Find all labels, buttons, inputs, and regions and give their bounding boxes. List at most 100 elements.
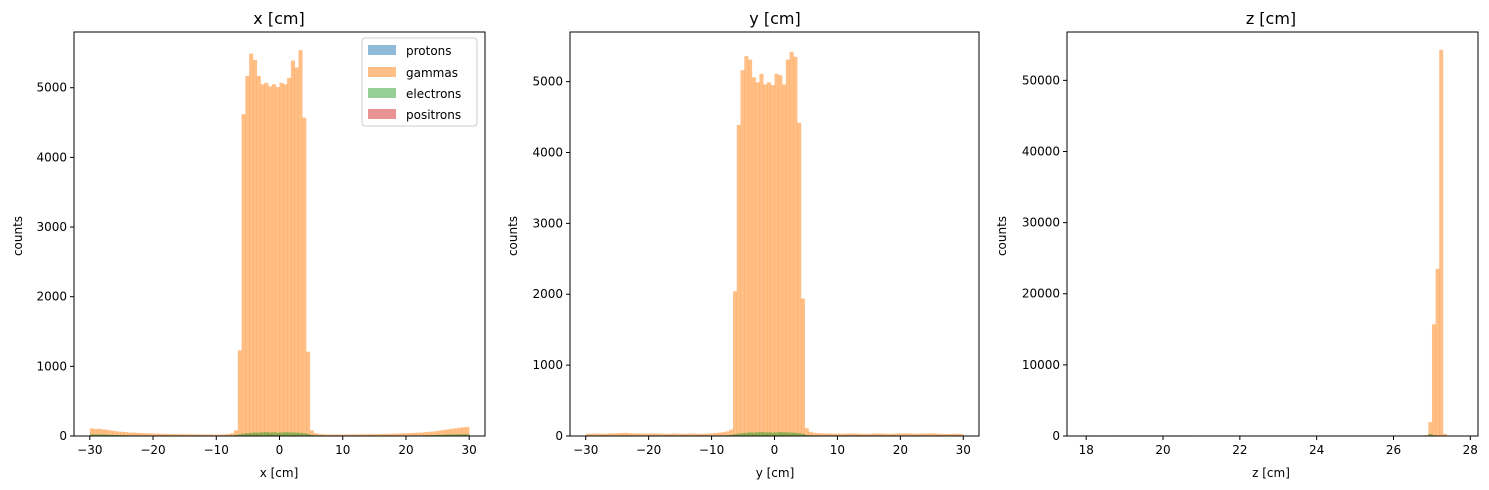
y-electrons-bar <box>804 434 809 436</box>
legend-label-gammas: gammas <box>406 66 458 80</box>
x-gammas-bar <box>389 433 394 436</box>
x-electrons-bar <box>306 433 311 436</box>
z-gammas-bar <box>1442 433 1447 436</box>
y-electrons-bar <box>759 432 764 436</box>
y-panel-ticks: −30 −20 −10 0 10 20 30 0 1000 2000 3000 4000 5000 <box>532 75 970 457</box>
x-gammas-bar <box>139 433 144 436</box>
x-gammas-bar <box>400 433 405 436</box>
y-gammas-bar <box>827 433 832 436</box>
x-gammas-bar <box>271 84 276 437</box>
x-electrons-bar <box>101 434 106 436</box>
x-gammas-bar <box>108 430 113 436</box>
x-xtick-label: −30 <box>77 443 102 457</box>
y-gammas-bar <box>612 433 617 436</box>
z-histogram-panel: z [cm] z [cm] counts 18 20 22 24 26 28 0 10000 2… <box>995 9 1479 480</box>
x-gammas-bar <box>89 428 94 436</box>
y-gammas-bar <box>887 433 892 436</box>
y-gammas-bar <box>917 433 923 436</box>
y-gammas-bar <box>910 433 915 436</box>
legend-label-positrons: positrons <box>406 108 461 122</box>
y-gammas-bar <box>850 433 855 436</box>
y-gammas-bar <box>714 433 719 436</box>
y-gammas-bar <box>766 82 772 436</box>
x-xtick-label: −20 <box>140 443 165 457</box>
x-gammas-bar <box>252 59 258 437</box>
y-gammas-bar <box>687 433 692 436</box>
y-gammas-bar <box>842 433 847 436</box>
x-gammas-bar <box>165 433 170 436</box>
y-xtick-label: 10 <box>830 443 845 457</box>
x-electrons-bar <box>438 434 443 436</box>
y-gammas-bar <box>955 433 960 436</box>
x-gammas-bar <box>161 433 166 436</box>
y-gammas-bar <box>865 433 870 436</box>
y-gammas-bar <box>755 82 760 436</box>
z-xtick-label: 26 <box>1386 443 1401 457</box>
z-panel-ticks: 18 20 22 24 26 28 0 10000 20000 30000 40000 50000 <box>1022 73 1478 457</box>
y-gammas-bar <box>808 431 813 436</box>
z-gammas-bar <box>1431 324 1436 436</box>
x-gammas-bar <box>196 434 201 436</box>
y-gammas-bar <box>929 433 934 436</box>
x-gammas-bar <box>264 82 269 436</box>
y-xtick-label: −30 <box>573 443 598 457</box>
x-gammas-bar <box>408 433 413 436</box>
z-xtick-label: 20 <box>1155 443 1170 457</box>
y-electrons-bar <box>785 432 790 436</box>
y-panel-title: y [cm] <box>749 9 800 28</box>
x-electrons-bar <box>294 432 299 436</box>
x-gammas-bar <box>374 434 379 436</box>
x-electrons-bar <box>241 433 246 436</box>
x-gammas-bar <box>438 430 443 436</box>
x-gammas-bar <box>218 434 223 436</box>
y-gammas-bar <box>623 432 628 436</box>
x-gammas-bar <box>283 84 288 437</box>
x-electrons-bar <box>93 434 98 436</box>
x-gammas-bar <box>385 433 390 436</box>
y-electrons-bar <box>766 432 772 436</box>
x-gammas-bar <box>381 433 387 436</box>
y-gammas-bar <box>589 433 594 436</box>
z-xtick-label: 22 <box>1232 443 1247 457</box>
x-panel-bars <box>89 50 470 437</box>
x-gammas-bar <box>256 75 261 436</box>
y-gammas-bar <box>748 59 753 436</box>
z-xtick-label: 18 <box>1079 443 1094 457</box>
y-electrons-bar <box>740 433 745 436</box>
x-xtick-label: 10 <box>335 443 350 457</box>
x-gammas-bar <box>328 434 333 436</box>
y-gammas-bar <box>710 433 715 436</box>
y-gammas-bar <box>721 432 726 436</box>
x-gammas-bar <box>404 433 409 436</box>
y-gammas-bar <box>634 433 639 436</box>
x-gammas-bar <box>397 433 402 436</box>
x-gammas-bar <box>412 432 417 436</box>
y-gammas-bar <box>816 433 821 436</box>
y-gammas-bar <box>751 77 756 437</box>
y-gammas-bar <box>744 56 749 436</box>
x-gammas-bar <box>116 431 121 436</box>
x-ytick-label: 3000 <box>36 220 67 234</box>
x-gammas-bar <box>211 434 216 436</box>
y-xtick-label: −20 <box>636 443 661 457</box>
y-electrons-bar <box>778 432 783 436</box>
y-gammas-bar <box>732 291 738 436</box>
legend-label-electrons: electrons <box>406 87 461 101</box>
y-gammas-bar <box>649 433 654 436</box>
y-gammas-bar <box>846 433 851 436</box>
x-electrons-bar <box>275 432 280 436</box>
x-gammas-bar <box>302 117 307 437</box>
x-gammas-bar <box>362 434 368 436</box>
x-electrons-bar <box>271 432 276 436</box>
x-electrons-bar <box>461 434 466 436</box>
x-gammas-bar <box>325 434 330 436</box>
y-xtick-label: 0 <box>771 443 779 457</box>
x-electrons-bar <box>283 432 288 436</box>
y-gammas-bar <box>940 433 945 436</box>
y-gammas-bar <box>861 433 866 436</box>
y-electrons-bar <box>755 432 760 436</box>
x-gammas-bar <box>203 434 208 436</box>
y-panel-ylabel: counts <box>506 216 520 256</box>
x-gammas-bar <box>135 432 140 436</box>
x-gammas-bar <box>123 432 129 436</box>
